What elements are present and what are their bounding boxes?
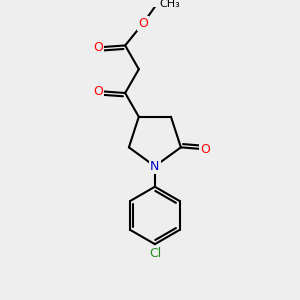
Text: O: O bbox=[200, 143, 210, 156]
Text: N: N bbox=[150, 160, 160, 173]
Text: O: O bbox=[138, 17, 148, 30]
Text: CH₃: CH₃ bbox=[160, 0, 180, 9]
Text: O: O bbox=[93, 41, 103, 54]
Text: Cl: Cl bbox=[149, 248, 161, 260]
Text: O: O bbox=[93, 85, 103, 98]
